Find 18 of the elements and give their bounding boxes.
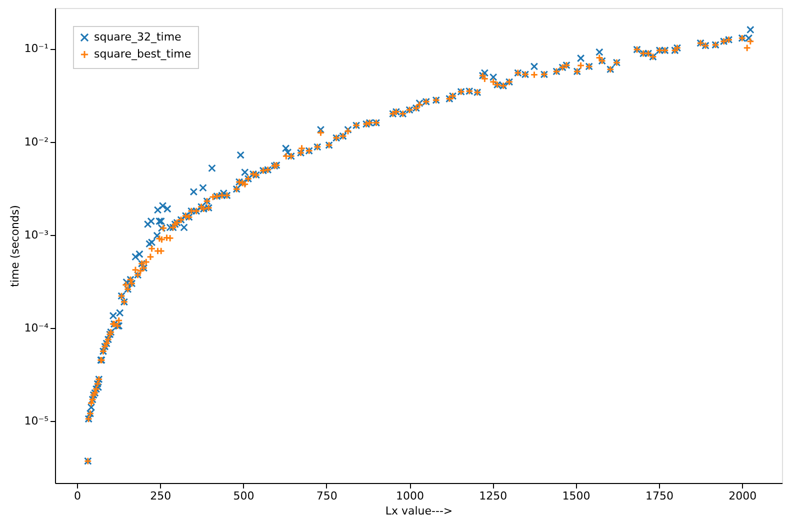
x-tick-label: 0 <box>74 490 81 502</box>
x-tick-label: 2000 <box>728 490 757 502</box>
y-tick-label: 10⁻¹ <box>24 42 48 56</box>
legend-label: square_best_time <box>94 48 192 60</box>
y-tick-label: 10⁻³ <box>24 228 48 242</box>
x-tick-label: 1500 <box>562 490 590 502</box>
x-tick-label: 1750 <box>645 490 674 502</box>
x-axis-title: Lx value---> <box>385 504 453 518</box>
x-tick-label: 500 <box>233 490 254 502</box>
y-tick-label: 10⁻² <box>24 135 48 148</box>
y-tick-label: 10⁻⁵ <box>24 414 48 428</box>
x-tick-label: 250 <box>150 490 172 502</box>
y-tick-label: 10⁻⁴ <box>24 321 50 334</box>
x-tick-label: 1000 <box>396 490 424 502</box>
x-tick-label: 750 <box>316 490 338 502</box>
y-axis-title: time (seconds) <box>8 205 22 287</box>
legend-label: square_32_time <box>94 30 182 44</box>
x-tick-label: 1250 <box>479 490 508 502</box>
